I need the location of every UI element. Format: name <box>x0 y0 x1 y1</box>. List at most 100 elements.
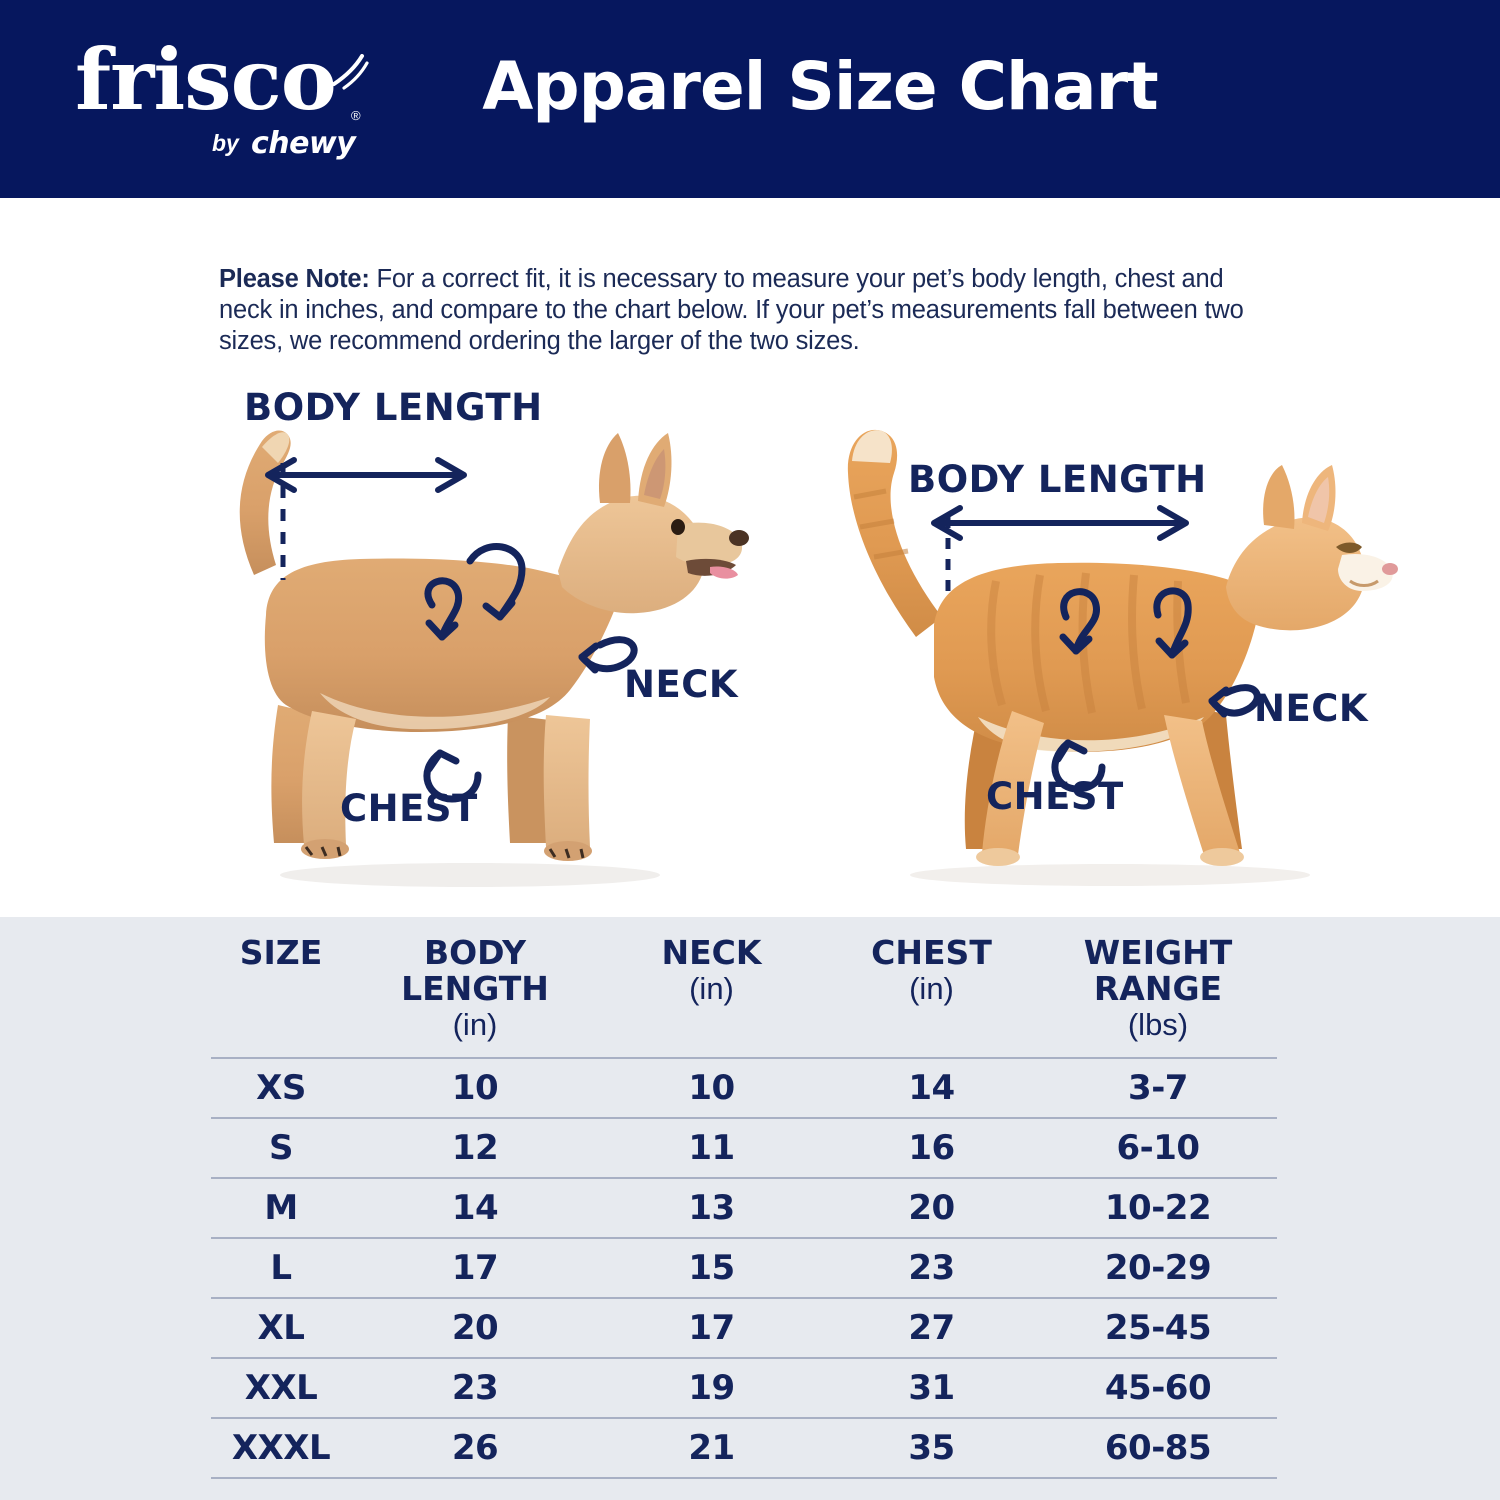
cell-chest: 14 <box>824 1057 1039 1118</box>
cell-neck: 19 <box>599 1357 824 1418</box>
size-table-section: SIZE BODY LENGTH (in) NECK (in) CHEST (i… <box>0 917 1500 1500</box>
cell-chest: 31 <box>824 1357 1039 1418</box>
cell-chest: 23 <box>824 1237 1039 1298</box>
cell-body-length: 17 <box>351 1237 599 1298</box>
measurement-illustrations: BODY LENGTH NECK CHEST <box>0 375 1500 915</box>
header-chest-text: CHEST <box>871 933 992 972</box>
cell-size: XS <box>211 1057 351 1118</box>
cell-weight-range: 10-22 <box>1039 1177 1277 1238</box>
cell-weight-range: 25-45 <box>1039 1297 1277 1358</box>
cell-size: XXXL <box>211 1417 351 1479</box>
cell-body-length: 10 <box>351 1057 599 1118</box>
cell-body-length: 12 <box>351 1117 599 1178</box>
please-note-label: Please Note: <box>219 264 370 293</box>
dog-ground-shadow <box>280 863 660 887</box>
cell-weight-range: 6-10 <box>1039 1117 1277 1178</box>
cell-chest: 27 <box>824 1297 1039 1358</box>
dog-front-leg-near <box>543 715 590 847</box>
swoosh-icon <box>332 54 369 90</box>
dog-eye <box>671 519 685 535</box>
column-header-neck: NECK (in) <box>599 935 824 1058</box>
cell-weight-range: 45-60 <box>1039 1357 1277 1418</box>
cat-ear-far <box>1263 465 1295 529</box>
table-row: M 14 13 20 10-22 <box>211 1177 1277 1238</box>
cell-chest: 16 <box>824 1117 1039 1178</box>
header-body-length-unit: (in) <box>452 1007 498 1042</box>
cell-size: XL <box>211 1297 351 1358</box>
dog-neck-label: NECK <box>624 663 739 706</box>
cat-paw-front <box>1200 848 1244 866</box>
cell-weight-range: 3-7 <box>1039 1057 1277 1118</box>
cat-ground-shadow <box>910 864 1310 886</box>
table-row: S 12 11 16 6-10 <box>211 1117 1277 1178</box>
cat-body-length-label: BODY LENGTH <box>908 458 1207 501</box>
column-header-chest: CHEST (in) <box>824 935 1039 1058</box>
cell-body-length: 23 <box>351 1357 599 1418</box>
cell-neck: 11 <box>599 1117 824 1178</box>
header-weight-text: WEIGHT <box>1083 933 1233 972</box>
cell-neck: 17 <box>599 1297 824 1358</box>
header-size-text: SIZE <box>239 933 323 972</box>
header-neck-text: NECK <box>661 933 762 972</box>
dog-nose <box>729 530 749 546</box>
page-header: frisco ® by chewy Apparel Size Chart <box>0 0 1500 198</box>
page-title: Apparel Size Chart <box>482 48 1158 125</box>
dog-front-leg-far <box>507 715 550 843</box>
logo-by-text: by <box>212 130 239 156</box>
cat-eye <box>1336 542 1362 553</box>
cat-body-length-arrow <box>931 505 1189 541</box>
dog-chest-label: CHEST <box>340 787 478 830</box>
cell-weight-range: 20-29 <box>1039 1237 1277 1298</box>
cat-head <box>1226 517 1365 631</box>
table-row: XL 20 17 27 25-45 <box>211 1297 1277 1358</box>
please-note-paragraph: Please Note: For a correct fit, it is ne… <box>219 264 1249 357</box>
dog-body-length-arrow <box>265 457 467 493</box>
cat-tail <box>847 429 942 637</box>
brand-wordmark: frisco <box>75 30 337 129</box>
cat-chest-label: CHEST <box>986 775 1124 818</box>
cat-mouth <box>1349 579 1379 587</box>
cell-weight-range: 60-85 <box>1039 1417 1277 1479</box>
cat-illustration <box>847 429 1398 886</box>
table-body: XS 10 10 14 3-7 S 12 11 16 6-10 M 14 13 20 10-22 L 17 15 2… <box>211 1057 1277 1479</box>
dog-ear-far <box>598 433 631 503</box>
dog-head <box>558 495 706 614</box>
cat-nose <box>1382 563 1398 575</box>
cell-body-length: 26 <box>351 1417 599 1479</box>
registered-trademark-icon: ® <box>351 108 361 123</box>
cell-neck: 21 <box>599 1417 824 1479</box>
dog-body <box>264 558 622 732</box>
dog-illustration <box>239 430 749 887</box>
frisco-by-chewy-logo[interactable]: frisco ® by chewy <box>75 38 375 173</box>
cat-neck-label: NECK <box>1254 687 1369 730</box>
column-header-body-length: BODY LENGTH (in) <box>351 935 599 1058</box>
header-body-text: BODY <box>423 933 527 972</box>
cell-neck: 15 <box>599 1237 824 1298</box>
table-row: XXXL 26 21 35 60-85 <box>211 1417 1277 1479</box>
header-length-text: LENGTH <box>401 969 549 1008</box>
cat-hind-leg-near <box>982 711 1044 855</box>
cell-chest: 35 <box>824 1417 1039 1479</box>
header-range-text: RANGE <box>1093 969 1223 1008</box>
cell-size: M <box>211 1177 351 1238</box>
header-weight-unit: (lbs) <box>1127 1007 1189 1042</box>
column-header-size: SIZE <box>211 935 351 1058</box>
cell-body-length: 20 <box>351 1297 599 1358</box>
header-neck-unit: (in) <box>689 971 734 1006</box>
please-note-body: For a correct fit, it is necessary to me… <box>219 264 1244 355</box>
dog-hind-leg-near <box>302 711 356 845</box>
cell-size: L <box>211 1237 351 1298</box>
cell-size: XXL <box>211 1357 351 1418</box>
cell-chest: 20 <box>824 1177 1039 1238</box>
header-chest-unit: (in) <box>909 971 954 1006</box>
table-row: L 17 15 23 20-29 <box>211 1237 1277 1298</box>
dog-muzzle <box>676 522 743 566</box>
dog-body-length-label: BODY LENGTH <box>244 386 543 429</box>
column-header-weight-range: WEIGHT RANGE (lbs) <box>1039 935 1277 1058</box>
table-row: XXL 23 19 31 45-60 <box>211 1357 1277 1418</box>
cell-size: S <box>211 1117 351 1178</box>
table-header-row: SIZE BODY LENGTH (in) NECK (in) CHEST (i… <box>211 935 1277 1058</box>
cat-front-leg-near <box>1164 715 1240 855</box>
chewy-wordmark: chewy <box>251 126 356 161</box>
cell-neck: 13 <box>599 1177 824 1238</box>
